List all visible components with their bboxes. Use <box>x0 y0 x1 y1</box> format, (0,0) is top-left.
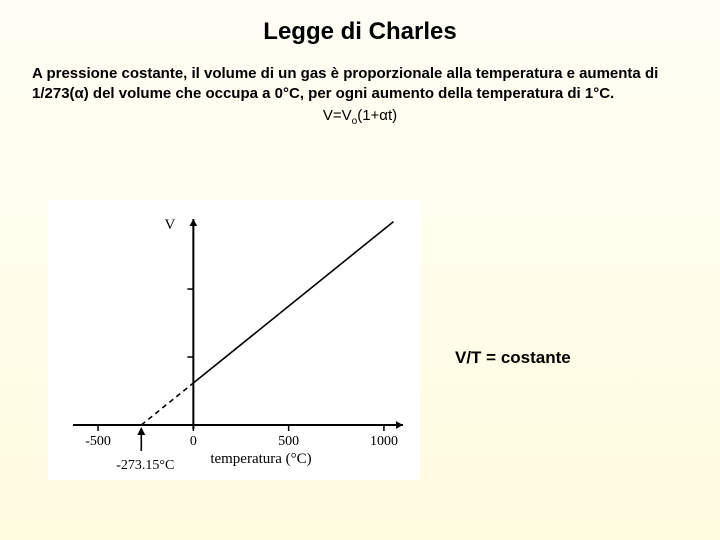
svg-text:-273.15°C: -273.15°C <box>116 458 174 473</box>
formula-suffix: (1+αt) <box>357 107 397 124</box>
law-description: A pressione costante, il volume di un ga… <box>0 46 720 105</box>
formula-prefix: V=V <box>323 107 352 124</box>
charles-law-chart: -500 0 500 1000 temperatura (°C) V -273.15°C <box>49 201 421 481</box>
equation-vt-constant: V/T = costante <box>455 348 571 368</box>
page-title: Legge di Charles <box>0 0 720 46</box>
formula: V=Vo(1+αt) <box>0 105 720 127</box>
svg-text:0: 0 <box>190 434 197 449</box>
svg-text:-500: -500 <box>85 434 111 449</box>
svg-text:1000: 1000 <box>370 434 398 449</box>
svg-text:500: 500 <box>278 434 299 449</box>
svg-text:V: V <box>165 217 176 233</box>
svg-text:temperatura (°C): temperatura (°C) <box>210 451 311 467</box>
chart-container: -500 0 500 1000 temperatura (°C) V -273.15°C <box>48 200 420 480</box>
